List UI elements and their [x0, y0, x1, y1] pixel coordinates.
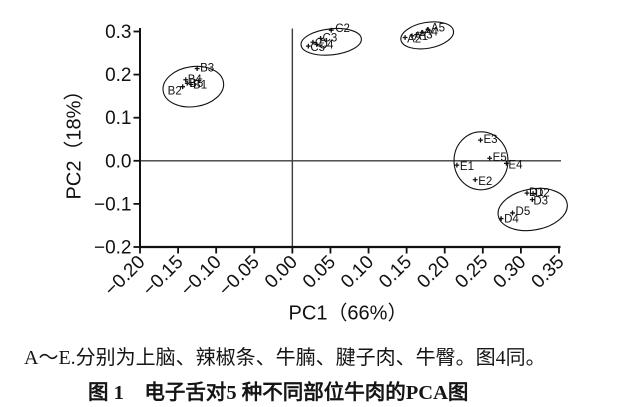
x-tick-label: 0.35	[528, 252, 569, 293]
figure-note: A～E.分别为上脑、辣椒条、牛腩、腱子肉、牛臀。图4同。	[24, 347, 546, 369]
x-tick-label: 0.10	[337, 252, 378, 293]
data-point-label-E4: E4	[508, 159, 523, 171]
figure-title: 图 1 电子舌对5 种不同部位牛肉的PCA图	[88, 382, 469, 404]
data-point-label-A1: A1	[414, 31, 428, 43]
data-point-B2	[180, 84, 186, 90]
data-point-E4	[504, 160, 509, 166]
data-point-A4	[419, 29, 425, 35]
x-tick-label: 0.05	[299, 252, 340, 293]
data-point-B3	[194, 66, 200, 71]
data-point-label-C2: C2	[335, 23, 350, 35]
data-point-A2	[402, 35, 408, 40]
pca-scatter-svg: 0.3 0.2 0.1 0.0 −0.1 −0.2−0.20−0.15−0.10−0.05…	[94, 21, 569, 301]
data-point-label-E2: E2	[478, 176, 492, 188]
data-point-label-D1: D1	[529, 187, 544, 199]
x-tick-label: 0.15	[375, 252, 416, 293]
data-point-label-C4: C4	[319, 39, 334, 51]
y-axis-title: PC2（18%）	[63, 80, 86, 200]
data-point-label-E1: E1	[460, 161, 474, 173]
data-point-label-D5: D5	[516, 206, 531, 218]
pca-plot: 0.3 0.2 0.1 0.0 −0.1 −0.2 −0.20 −0.15 −0.10 −0.05…	[63, 21, 569, 325]
data-point-label-C5: C5	[310, 42, 325, 54]
data-point-D5	[510, 210, 515, 216]
data-point-label-D2: D2	[535, 188, 550, 200]
data-point-label-C3: C3	[323, 32, 338, 44]
cluster-ellipse-D	[497, 187, 568, 232]
data-point-D3	[529, 197, 535, 202]
data-point-label-B3: B3	[200, 63, 214, 75]
y-tick-label: 0.1	[105, 108, 131, 129]
data-point-label-A5: A5	[431, 22, 445, 34]
data-point-E3	[478, 137, 483, 143]
x-tick-label: 0.20	[413, 252, 454, 293]
data-point-E1	[454, 162, 460, 168]
data-point-label-B2: B2	[168, 86, 182, 98]
x-tick-label: 0.30	[489, 252, 530, 293]
data-point-label-B4: B4	[188, 74, 203, 86]
data-point-D4	[498, 216, 504, 221]
cluster-ellipse-E	[453, 131, 509, 191]
cluster-ellipse-B	[162, 65, 225, 108]
cluster-ellipse-C	[300, 27, 362, 56]
data-point-A1	[409, 33, 415, 39]
data-point-label-D3: D3	[533, 196, 548, 208]
x-tick-label: 0.25	[451, 252, 492, 293]
data-point-B1	[188, 82, 194, 87]
data-point-A5	[425, 26, 431, 32]
y-tick-label: 0.2	[105, 65, 131, 86]
data-point-D2	[530, 191, 536, 196]
data-point-C3	[318, 35, 323, 41]
data-point-label-C1: C1	[315, 37, 330, 49]
data-point-label-B1: B1	[193, 80, 207, 92]
data-point-C2	[328, 27, 334, 33]
x-tick-label: −0.10	[177, 252, 226, 301]
y-tick-label: −0.2	[94, 238, 132, 259]
y-tick-label: 0.0	[105, 151, 131, 172]
cluster-ellipse-A	[400, 21, 455, 50]
data-point-E2	[472, 177, 478, 183]
x-tick-label: −0.15	[139, 252, 188, 301]
x-tick-label: −0.05	[215, 252, 264, 301]
data-point-C5	[305, 43, 311, 49]
data-point-label-E3: E3	[484, 134, 498, 146]
data-point-B4	[183, 77, 189, 83]
y-tick-label: 0.3	[105, 22, 131, 43]
x-axis-title: PC1（66%）	[288, 302, 408, 325]
y-tick-label: −0.1	[94, 194, 132, 215]
x-tick-label: 0.00	[261, 252, 302, 293]
data-point-label-E5: E5	[493, 152, 507, 164]
data-point-C1	[310, 39, 316, 45]
data-point-label-A2: A2	[407, 34, 421, 46]
data-point-label-D4: D4	[504, 214, 519, 226]
x-tick-label: −0.20	[101, 252, 150, 301]
data-point-label-B5: B5	[189, 78, 203, 90]
data-point-B5	[184, 80, 190, 86]
data-point-D1	[524, 190, 530, 196]
data-point-E5	[487, 155, 493, 161]
data-point-C4	[314, 42, 320, 47]
data-point-A3	[414, 32, 419, 37]
